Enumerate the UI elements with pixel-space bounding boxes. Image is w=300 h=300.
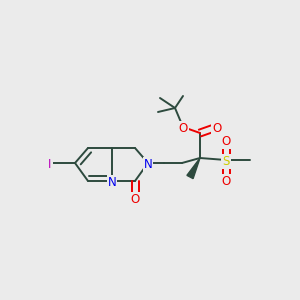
- Text: N: N: [144, 158, 152, 171]
- Text: S: S: [222, 155, 230, 168]
- Text: O: O: [178, 122, 188, 135]
- Text: O: O: [130, 193, 140, 206]
- Polygon shape: [187, 158, 200, 178]
- Text: I: I: [48, 158, 52, 171]
- Text: O: O: [221, 175, 231, 188]
- Text: O: O: [221, 135, 231, 148]
- Text: O: O: [212, 122, 222, 135]
- Text: N: N: [108, 176, 116, 189]
